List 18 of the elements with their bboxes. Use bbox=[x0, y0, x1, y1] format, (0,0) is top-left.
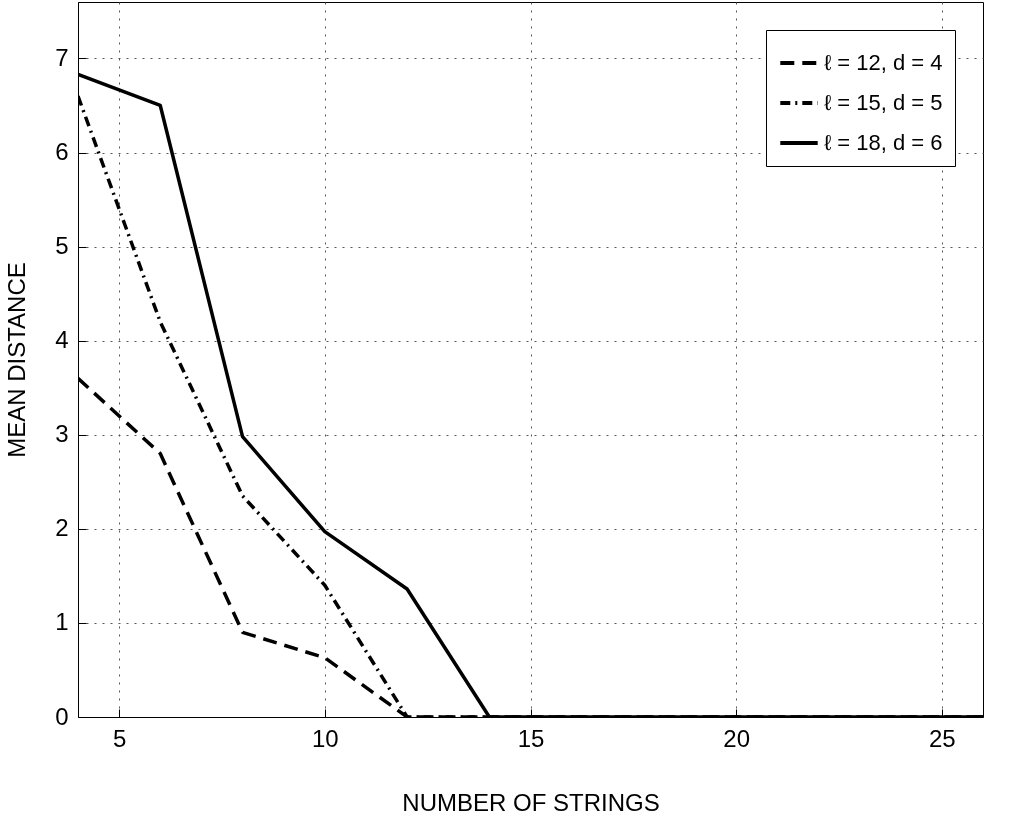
x-tick-label: 10 bbox=[311, 724, 339, 752]
x-axis-title: NUMBER OF STRINGS bbox=[402, 788, 660, 816]
legend-label: ℓ = 15, d = 5 bbox=[824, 90, 943, 115]
x-tick-label: 25 bbox=[929, 724, 956, 752]
x-tick-label: 5 bbox=[112, 724, 127, 752]
y-axis-title: MEAN DISTANCE bbox=[3, 262, 31, 458]
y-tick-label: 0 bbox=[55, 702, 69, 730]
x-tick-label: 15 bbox=[517, 724, 545, 752]
y-tick-label: 4 bbox=[55, 326, 69, 354]
y-tick-label: 2 bbox=[55, 514, 69, 542]
y-tick-label: 7 bbox=[55, 43, 69, 71]
legend-label: ℓ = 12, d = 4 bbox=[824, 50, 943, 75]
x-tick-label: 20 bbox=[723, 724, 751, 752]
y-tick-label: 6 bbox=[55, 138, 69, 166]
y-tick-label: 5 bbox=[55, 232, 69, 260]
y-tick-label: 1 bbox=[55, 608, 69, 636]
y-tick-label: 3 bbox=[55, 420, 69, 448]
legend-label: ℓ = 18, d = 6 bbox=[824, 130, 943, 155]
